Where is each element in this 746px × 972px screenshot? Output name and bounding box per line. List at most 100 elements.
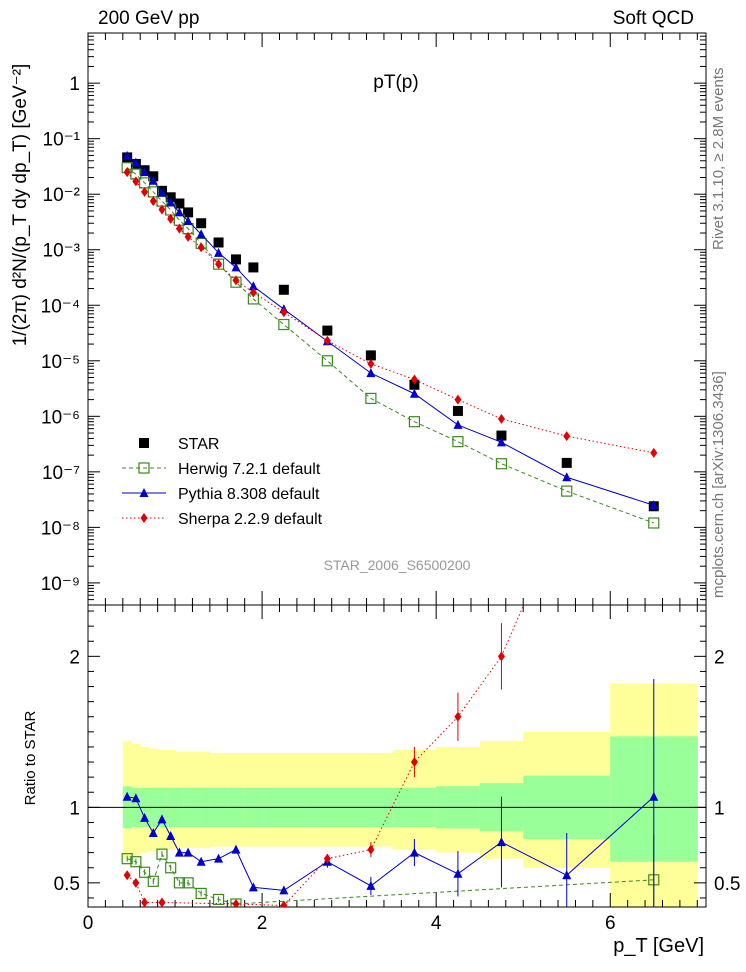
- data-point: [495, 458, 508, 470]
- data-point: [131, 157, 141, 167]
- data-point: [141, 186, 149, 197]
- data-point: [232, 275, 240, 286]
- data-point: [248, 262, 259, 273]
- y-tick-label: 10⁻⁵: [41, 352, 80, 373]
- data-point: [279, 885, 289, 895]
- data-point: [248, 882, 258, 892]
- legend-label: Pythia 8.308 default: [178, 486, 320, 503]
- side-label-bottom: mcplots.cern.ch [arXiv:1306.3436]: [710, 371, 727, 598]
- ratio-y-tick-label-right: 1: [714, 798, 725, 819]
- data-point: [158, 204, 166, 215]
- data-point: [454, 711, 462, 722]
- data-point: [563, 500, 570, 510]
- data-point: [650, 447, 658, 458]
- data-point: [158, 897, 166, 907]
- y-tick-label: 1: [69, 74, 80, 95]
- data-point: [174, 847, 184, 857]
- data-point: [366, 880, 376, 890]
- data-point: [249, 287, 257, 298]
- data-point: [278, 318, 290, 331]
- data-point: [157, 187, 167, 197]
- x-tick-label: 6: [605, 913, 616, 934]
- data-point: [156, 848, 168, 860]
- data-point: [140, 167, 150, 177]
- data-point: [321, 355, 333, 367]
- data-point: [132, 176, 140, 187]
- series-2: [123, 500, 570, 907]
- data-point: [323, 853, 331, 864]
- data-point: [322, 325, 333, 336]
- data-point: [166, 831, 176, 841]
- data-point: [649, 791, 659, 801]
- chart-title: pT(p): [373, 72, 418, 93]
- data-point: [214, 853, 224, 863]
- ratio-y-tick-label-right: 2: [714, 647, 725, 668]
- ratio-frame: [87, 604, 707, 908]
- data-point: [123, 870, 131, 881]
- y-tick-label: 10⁻⁹: [41, 574, 80, 595]
- data-point: [165, 862, 177, 874]
- data-point: [497, 651, 505, 662]
- y-tick-label: 10⁻³: [43, 241, 81, 262]
- data-point: [231, 844, 241, 854]
- data-point: [121, 853, 133, 865]
- header-left: 200 GeV pp: [98, 8, 199, 29]
- series-line: [127, 796, 655, 891]
- data-point: [147, 875, 159, 887]
- series-2: [122, 150, 659, 510]
- x-tick-label: 4: [431, 913, 442, 934]
- y-tick-label: 10⁻⁸: [41, 518, 80, 539]
- watermark: STAR_2006_S6500200: [324, 557, 471, 573]
- data-point: [497, 413, 505, 424]
- data-point: [214, 247, 224, 257]
- data-point: [561, 485, 573, 497]
- data-point: [496, 437, 506, 447]
- data-point: [496, 430, 507, 441]
- legend-label: Sherpa 2.2.9 default: [178, 511, 323, 528]
- data-point: [167, 213, 175, 224]
- data-point: [365, 350, 376, 361]
- series-0: [122, 152, 659, 512]
- data-point: [196, 218, 207, 229]
- data-point: [323, 335, 331, 346]
- data-point: [367, 358, 375, 369]
- ratio-plot: 0 2 4 6 0.5 0.5 1 1 2 2 Ratio to STAR p_T [GeV]: [22, 500, 740, 957]
- data-point: [280, 307, 288, 318]
- data-point: [138, 866, 151, 878]
- data-point: [452, 436, 464, 448]
- data-point: [166, 197, 176, 207]
- data-point: [408, 416, 421, 428]
- y-tick-label: 10⁻⁷: [42, 463, 80, 484]
- y-tick-label: 10⁻⁴: [41, 296, 80, 317]
- data-point: [409, 388, 419, 398]
- data-point: [454, 394, 462, 405]
- data-point: [132, 877, 140, 888]
- data-point: [648, 517, 660, 529]
- y-axis-label: 1/(2π) d²N/(p_T dy dp_T) [GeV⁻²]: [10, 64, 31, 347]
- data-point: [173, 877, 185, 889]
- legend-marker: [138, 462, 150, 474]
- data-point: [148, 828, 158, 838]
- legend-marker: [140, 513, 148, 523]
- ratio-y-tick-label: 2: [69, 647, 80, 668]
- data-point: [122, 150, 132, 160]
- data-point: [183, 207, 194, 218]
- data-point: [175, 223, 183, 234]
- y-tick-label: 10⁻²: [43, 185, 81, 206]
- data-point: [365, 392, 377, 405]
- data-point: [367, 844, 375, 855]
- legend: STAR Herwig 7.2.1 default Pythia 8.308 def…: [122, 436, 323, 528]
- data-point: [366, 368, 376, 378]
- data-point: [197, 242, 205, 253]
- data-point: [183, 215, 193, 225]
- data-point: [122, 791, 132, 801]
- data-point: [130, 856, 142, 868]
- data-point: [278, 284, 289, 295]
- data-point: [230, 254, 241, 265]
- ratio-bands: [122, 683, 698, 907]
- ratio-y-axis-label: Ratio to STAR: [22, 710, 39, 805]
- data-point: [174, 207, 184, 217]
- data-point: [496, 837, 506, 847]
- y-tick-label: 10⁻¹: [43, 130, 81, 151]
- data-point: [563, 431, 571, 442]
